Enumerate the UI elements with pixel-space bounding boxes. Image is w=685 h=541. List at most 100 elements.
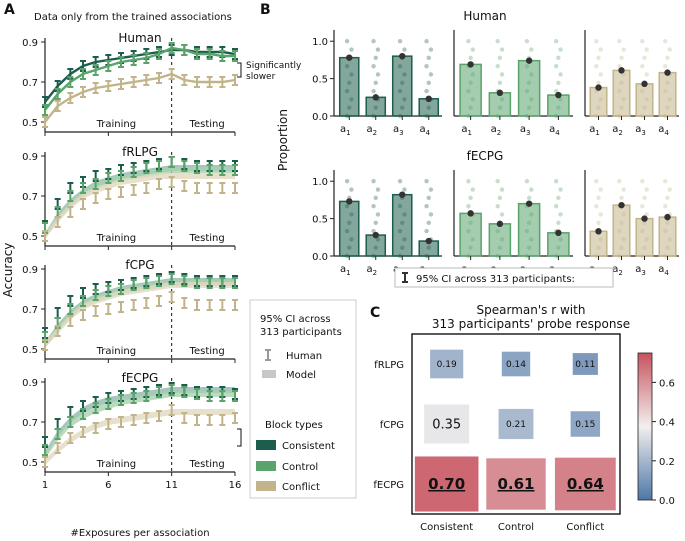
participant-dot (499, 212, 505, 217)
model-band-control (45, 167, 235, 239)
y-tick-label: 0.7 (22, 192, 38, 203)
participant-dot (621, 187, 626, 192)
participant-dot (402, 187, 407, 192)
tick-base: a (635, 264, 641, 275)
legend-ci-line2: 313 participants (260, 327, 342, 338)
errorbar-control (194, 388, 200, 400)
errorbar-conflict (206, 414, 213, 426)
errorbar-control (118, 283, 124, 295)
participant-dot (371, 39, 376, 44)
errorbar-control (92, 64, 99, 76)
bar-a1 (338, 56, 360, 117)
errorbar-conflict (232, 74, 238, 86)
errorbar-control (105, 60, 112, 72)
errorbar-control (219, 50, 226, 62)
errorbar-control (80, 68, 86, 80)
errorbar-conflict (156, 72, 162, 84)
errorbar-control (232, 390, 238, 402)
x-tick-label: a4 (658, 124, 669, 137)
errorbar-control (232, 277, 238, 289)
bar-a3 (635, 83, 654, 117)
participant-dot (402, 47, 407, 52)
bar-a1 (459, 212, 482, 257)
errorbar-conflict (80, 86, 86, 98)
errorbar-conflict (54, 100, 61, 112)
heat-value-label: 0.64 (567, 475, 604, 493)
errorbar-control (143, 162, 150, 174)
participant-dot (644, 212, 649, 217)
legend-control-label: Control (282, 462, 318, 473)
y-tick-label: 0.5 (22, 232, 38, 243)
errorbar-control (194, 162, 200, 174)
x-tick-label: a3 (635, 124, 646, 137)
testing-label: Testing (189, 459, 225, 470)
x-tick-label: a2 (491, 124, 502, 137)
errorbar-control (118, 56, 124, 68)
participant-dot (468, 195, 473, 201)
x-tick-label: a1 (340, 124, 351, 137)
participant-dot (524, 179, 530, 184)
participant-dot (373, 55, 378, 61)
tick-base: a (419, 124, 425, 135)
x-tick-label: 1 (42, 480, 48, 491)
panel-c-title-line1: Spearman's r with (477, 303, 586, 317)
testing-label: Testing (189, 346, 225, 357)
participant-dot (349, 187, 354, 192)
errorbar-conflict (168, 68, 175, 80)
tick-base: a (393, 124, 399, 135)
series-line-consistent (44, 48, 236, 103)
errorbar-control (168, 384, 175, 396)
colorbar: 0.0 0.2 0.4 0.6 (637, 352, 675, 507)
participant-dot (349, 47, 354, 52)
participant-dot (375, 47, 381, 52)
bar-a4 (547, 232, 570, 257)
participant-dot (424, 63, 429, 69)
participant-dot (621, 47, 626, 52)
panel-a-xlabel: #Exposures per association (70, 528, 209, 539)
participant-dot (558, 212, 563, 217)
panel-b-ylabel: Proportion (276, 109, 290, 171)
errorbar-control (92, 289, 99, 301)
y-tick-label: 0.5 (22, 118, 38, 129)
errorbar-conflict (143, 297, 150, 309)
bar-a2 (488, 92, 512, 117)
errorbar-control (130, 166, 137, 178)
errorbar-conflict (181, 297, 188, 309)
participant-dot (375, 187, 381, 192)
errorbar-control (156, 386, 162, 398)
participant-dot (640, 63, 645, 69)
participant-dot (644, 72, 649, 77)
heat-value-label: 0.11 (575, 360, 595, 370)
row-label-frlpg: fRLPG (374, 360, 404, 371)
heat-cell-fcpg-consistent (424, 404, 470, 444)
x-tick-label: a2 (612, 124, 623, 137)
participant-dot (553, 63, 559, 69)
participant-dot (617, 39, 622, 44)
participant-dot (529, 47, 534, 52)
tick-sub: 2 (618, 129, 622, 137)
model-band-consistent (45, 387, 235, 457)
errorbar-conflict (42, 456, 48, 468)
col-label-consistent: Consistent (420, 522, 473, 533)
participant-dot (667, 187, 672, 192)
bar-a2 (488, 223, 512, 257)
bar-a1 (589, 86, 608, 117)
errorbar-conflict (67, 432, 74, 444)
errorbar-control (67, 190, 74, 202)
errorbar-control (105, 398, 112, 410)
participant-dot (371, 179, 376, 184)
errorbar-control (67, 416, 74, 428)
participant-dot (424, 179, 429, 184)
participant-dot (495, 63, 500, 69)
participant-dot (497, 80, 503, 85)
errorbar-conflict (232, 182, 238, 194)
errorbar-conflict (67, 92, 74, 104)
heat-value-label: 0.70 (428, 475, 465, 493)
y-tick-label: 0.9 (22, 38, 38, 49)
bar-a1 (459, 63, 482, 117)
ci-note-frame (394, 267, 614, 288)
row-label-fcpg: fCPG (380, 420, 404, 431)
